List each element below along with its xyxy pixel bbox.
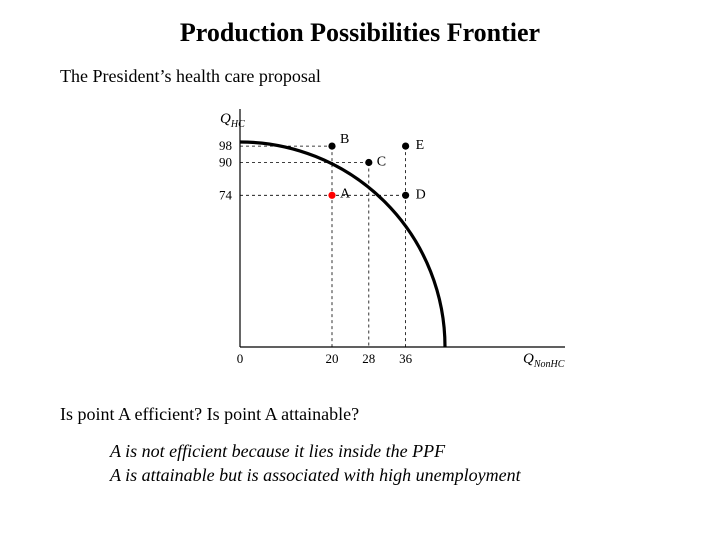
point-a — [328, 192, 335, 199]
answer-line-2: A is attainable but is associated with h… — [110, 463, 660, 487]
page-title: Production Possibilities Frontier — [60, 18, 660, 48]
ppf-chart-container: QHC QNonHC A B C D E 98 90 74 0 20 28 36 — [60, 99, 660, 384]
answer-line-1: A is not efficient because it lies insid… — [110, 439, 660, 463]
point-d — [402, 192, 409, 199]
ppf-curve — [240, 142, 445, 347]
x-tick-label: 0 — [237, 351, 244, 366]
point-label-d: D — [416, 187, 426, 202]
x-tick-label: 20 — [326, 351, 339, 366]
point-e — [402, 143, 409, 150]
subtitle: The President’s health care proposal — [60, 66, 660, 87]
y-tick-label: 74 — [219, 187, 233, 202]
x-tick-label: 28 — [362, 351, 375, 366]
point-b — [328, 143, 335, 150]
ppf-chart: QHC QNonHC A B C D E 98 90 74 0 20 28 36 — [145, 99, 575, 384]
x-axis-label: QNonHC — [523, 351, 565, 370]
point-label-b: B — [340, 132, 349, 147]
y-tick-label: 98 — [219, 138, 232, 153]
y-axis-label: QHC — [220, 111, 245, 130]
question-text: Is point A efficient? Is point A attaina… — [60, 404, 660, 425]
y-tick-label: 90 — [219, 155, 232, 170]
x-tick-label: 36 — [399, 351, 413, 366]
point-label-c: C — [377, 155, 386, 170]
point-label-e: E — [416, 138, 425, 153]
answers-block: A is not efficient because it lies insid… — [60, 439, 660, 488]
point-label-a: A — [340, 186, 351, 201]
point-c — [365, 159, 372, 166]
